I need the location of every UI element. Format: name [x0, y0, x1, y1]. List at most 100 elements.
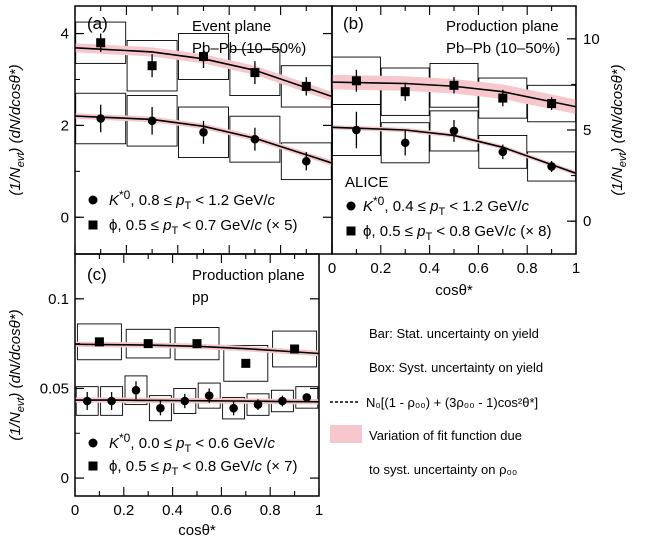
syst-box-c0-7	[246, 393, 270, 416]
panel-c: 0 0.05 0.1 0 0.2 0.4 0.6 0.8 1 (c) Production pl…	[40, 253, 323, 539]
marker-b0-3	[498, 147, 508, 157]
y-axis-title-c: (1/Nevt) (dN/dcosθ*)	[7, 309, 27, 440]
legend-marker-square-a	[88, 220, 98, 230]
markers-c	[82, 337, 312, 413]
x-axis-label-c: cosθ*	[178, 522, 216, 539]
ytick-label-c-1: 0.05	[40, 380, 69, 397]
legend-marker-circle-a	[88, 195, 98, 205]
ytick-label-c-0: 0	[61, 470, 69, 487]
syst-box-a1-3	[229, 49, 281, 97]
xtick-label-b-2: 0.4	[419, 260, 440, 277]
xtick-label-c-5: 1	[315, 502, 323, 519]
marker-a0-3	[250, 134, 260, 144]
marker-a0-1	[147, 116, 157, 126]
frame-b	[331, 5, 577, 255]
note-bar: Bar: Stat. uncertainty on yield	[369, 326, 539, 341]
marker-c0-3	[156, 403, 165, 413]
legend-marker-square-c	[88, 461, 98, 471]
xtick-label-c-2: 0.4	[162, 502, 183, 519]
legend-label-b1: ϕ, 0.5 ≤ pT < 0.8 GeV/c (× 8)	[363, 223, 551, 243]
legend-label-c0: K*0, 0.0 ≤ pT < 0.6 GeV/c	[109, 431, 276, 455]
marker-a0-4	[302, 156, 311, 166]
panel-label-c: (c)	[87, 265, 107, 284]
marker-c1-3	[241, 358, 251, 368]
system-label-c: pp	[192, 289, 209, 306]
marker-b0-1	[400, 138, 410, 148]
marker-c0-4	[180, 396, 190, 406]
xtick-label-b-3: 0.6	[468, 260, 489, 277]
ytick-label-a-1: 2	[61, 117, 69, 134]
plane-label-c: Production plane	[192, 267, 305, 284]
xtick-label-b-1: 0.2	[370, 260, 391, 277]
frame-c	[74, 253, 320, 497]
marker-c0-5	[204, 391, 214, 400]
syst-boxes-c	[75, 323, 319, 422]
marker-b0-0	[352, 125, 361, 135]
fit-band-b1	[332, 74, 576, 115]
marker-c0-9	[302, 393, 312, 402]
syst-box-c0-5	[197, 382, 221, 409]
svg-text:(1/Nevt) (dN/dcosθ*): (1/Nevt) (dN/dcosθ*)	[7, 64, 27, 195]
marker-b1-1	[400, 87, 410, 97]
marker-b1-0	[351, 76, 361, 86]
marker-c0-7	[253, 400, 263, 409]
marker-c0-1	[107, 396, 116, 406]
marker-b1-2	[449, 80, 459, 90]
marker-a0-2	[199, 127, 208, 137]
markers-b	[351, 76, 557, 171]
marker-c1-4	[290, 344, 300, 354]
note-band-line2: to syst. uncertainty on ρ₀₀	[369, 462, 517, 477]
marker-c0-6	[229, 403, 238, 413]
syst-box-a0-3	[229, 115, 281, 163]
xtick-label-c-1: 0.2	[113, 502, 134, 519]
panel-a: 0 2 4 (a) Event plane Pb–Pb (10–50%) K*0, …	[61, 5, 333, 255]
y-axis-title-a: (1/Nevt) (dN/dcosθ*)	[7, 64, 27, 195]
legend-label-c1: ϕ, 0.5 ≤ pT < 0.8 GeV/c (× 7)	[109, 458, 297, 478]
uncertainty-legend: Bar: Stat. uncertainty on yield Box: Sys…	[330, 326, 543, 477]
x-axis-label-b: cosθ*	[435, 282, 473, 299]
legend-marker-circle-c	[88, 438, 98, 448]
marker-c1-2	[192, 339, 202, 349]
syst-box-a1-1	[126, 39, 178, 92]
marker-c0-8	[278, 396, 287, 406]
panel-label-a: (a)	[87, 14, 108, 33]
svg-text:(1/Nevt) (dN/dcosθ*): (1/Nevt) (dN/dcosθ*)	[609, 64, 629, 195]
ytick-label-c-2: 0.1	[48, 291, 69, 308]
marker-a1-0	[96, 38, 106, 48]
y-axis-title-b: (1/Nevt) (dN/dcosθ*)	[609, 64, 629, 195]
xtick-label-b-4: 0.8	[517, 260, 538, 277]
svg-text:(1/Nevt) (dN/dcosθ*): (1/Nevt) (dN/dcosθ*)	[7, 309, 27, 440]
ytick-label-b-1: 5	[583, 122, 591, 139]
marker-a1-1	[147, 61, 157, 71]
plane-label-b: Production plane	[446, 18, 559, 35]
note-fit: N₀[(1 - ρ₀₀) + (3ρ₀₀ - 1)cos²θ*]	[366, 395, 538, 410]
marker-b1-3	[498, 93, 508, 103]
marker-a1-3	[250, 68, 260, 78]
system-label-a: Pb–Pb (10–50%)	[192, 40, 306, 57]
marker-b1-4	[547, 99, 557, 109]
marker-c0-2	[131, 385, 141, 395]
system-label-b: Pb–Pb (10–50%)	[446, 40, 560, 57]
legend-marker-circle-b	[346, 201, 356, 211]
syst-box-b0-1	[380, 122, 430, 164]
markers-a	[96, 38, 311, 166]
legend-label-a1: ϕ, 0.5 ≤ pT < 0.7 GeV/c (× 5)	[109, 217, 297, 237]
ytick-label-b-2: 10	[583, 31, 600, 48]
xtick-label-c-0: 0	[71, 502, 79, 519]
marker-c1-1	[143, 339, 153, 349]
marker-c1-0	[94, 337, 104, 347]
syst-box-c0-9	[295, 386, 319, 409]
marker-a1-4	[301, 81, 311, 91]
ytick-label-a-2: 4	[61, 26, 69, 43]
syst-box-b0-3	[478, 135, 528, 169]
syst-box-c0-2	[124, 375, 148, 406]
legend-marker-square-b	[346, 226, 356, 236]
marker-b0-2	[449, 126, 459, 136]
ytick-label-a-0: 0	[61, 209, 69, 226]
plane-label-a: Event plane	[192, 18, 271, 35]
xtick-label-c-3: 0.6	[211, 502, 232, 519]
legend-label-b0: K*0, 0.4 ≤ pT < 1.2 GeV/c	[363, 194, 530, 218]
xtick-label-b-0: 0	[328, 260, 336, 277]
